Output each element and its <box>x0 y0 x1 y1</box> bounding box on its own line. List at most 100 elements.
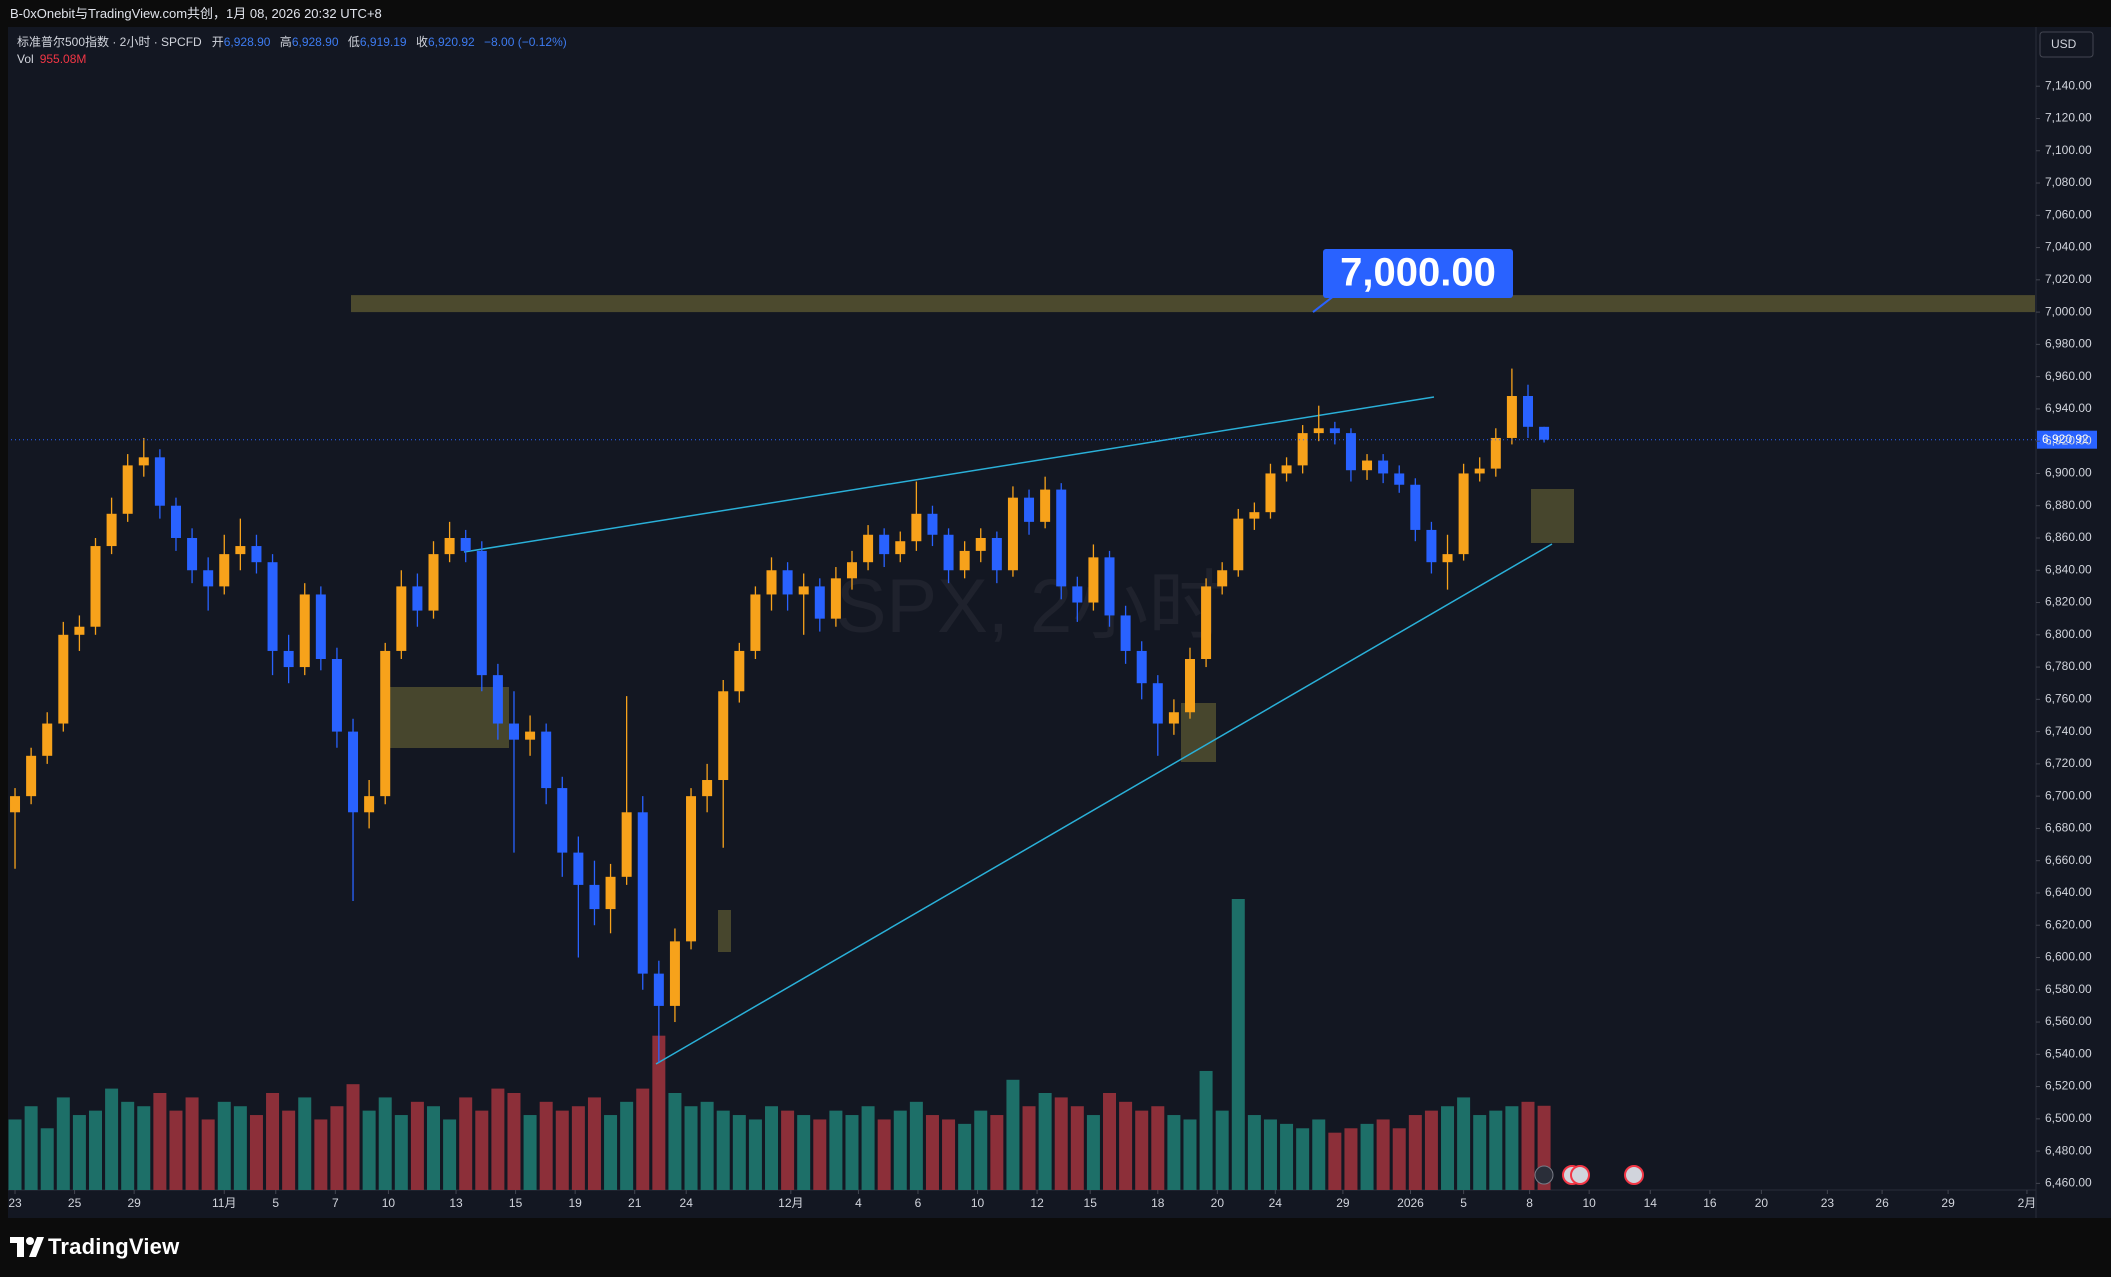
y-tick-label: 7,140.00 <box>2045 78 2092 92</box>
candle-body <box>734 650 745 692</box>
candle-body <box>927 513 938 535</box>
share-text: B-0xOnebit与TradingView.com共创，1月 08, 2026… <box>10 6 382 21</box>
y-tick-label: 6,620.00 <box>2045 917 2092 931</box>
volume-bar <box>748 1119 762 1190</box>
y-tick-label: 6,640.00 <box>2045 885 2092 899</box>
volume-bar <box>298 1097 312 1190</box>
volume-bar <box>282 1110 296 1190</box>
volume-bar <box>877 1119 891 1190</box>
volume-bar <box>137 1106 151 1190</box>
legend-label: 低 <box>347 35 360 49</box>
candle-body <box>1506 396 1517 438</box>
candle-body <box>1410 484 1421 530</box>
candle-body <box>991 537 1002 571</box>
volume-bar <box>523 1115 537 1190</box>
x-tick-label: 12月 <box>778 1196 803 1210</box>
y-tick-label: 6,800.00 <box>2045 627 2092 641</box>
candle-body <box>943 534 954 571</box>
volume-bar <box>1392 1128 1406 1190</box>
volume-bar <box>1038 1093 1052 1190</box>
candle-body <box>1345 433 1356 471</box>
legend-value: 6,920.92 <box>427 35 475 49</box>
volume-bar <box>587 1097 601 1190</box>
volume-bar <box>185 1097 199 1190</box>
volume-bar <box>1054 1097 1068 1190</box>
candle-body <box>589 884 600 910</box>
candle-body <box>476 550 487 676</box>
volume-bar <box>121 1101 135 1190</box>
x-tick-label: 25 <box>68 1196 82 1210</box>
candle-body <box>1394 473 1405 485</box>
currency-box[interactable] <box>2039 31 2094 58</box>
volume-bar <box>1280 1123 1294 1190</box>
candle-body <box>782 570 793 595</box>
x-tick-label: 20 <box>1755 1196 1769 1210</box>
volume-bar <box>1312 1119 1326 1190</box>
candle-body <box>42 723 53 756</box>
footer: TradingView <box>0 1218 2111 1277</box>
volume-bar <box>8 1119 22 1190</box>
x-tick-label: 29 <box>1336 1196 1350 1210</box>
x-tick-label: 16 <box>1703 1196 1717 1210</box>
candle-body <box>911 513 922 542</box>
candle-body <box>1104 557 1115 616</box>
volume-bar <box>1215 1110 1229 1190</box>
y-tick-label: 6,500.00 <box>2045 1111 2092 1125</box>
volume-bar <box>861 1106 875 1190</box>
brand-logo[interactable] <box>10 1235 46 1259</box>
y-tick-label: 6,980.00 <box>2045 337 2092 351</box>
event-icon[interactable] <box>1534 1165 1554 1185</box>
volume-bar <box>1441 1106 1455 1190</box>
event-icon[interactable] <box>1624 1165 1644 1185</box>
candle-body <box>1217 570 1228 587</box>
x-tick-label: 2月 <box>2018 1196 2037 1210</box>
candle-body <box>235 546 246 555</box>
candle-body <box>251 546 262 563</box>
x-tick-label: 10 <box>382 1196 396 1210</box>
candle-body <box>26 755 37 797</box>
candle-body <box>1072 586 1083 603</box>
volume-bar <box>1103 1093 1117 1190</box>
y-tick-label: 7,020.00 <box>2045 272 2092 286</box>
x-tick-label: 14 <box>1644 1196 1658 1210</box>
candle-body <box>1024 497 1035 522</box>
event-icon[interactable] <box>1570 1165 1590 1185</box>
candle-body <box>58 634 69 724</box>
volume-bar <box>716 1110 730 1190</box>
candle-body <box>1168 712 1179 724</box>
candle-body <box>1007 497 1018 571</box>
volume-bar <box>394 1115 408 1190</box>
volume-bar <box>1360 1123 1374 1190</box>
candle-body <box>1490 437 1501 469</box>
volume-bar <box>89 1110 103 1190</box>
legend-label: 高 <box>279 35 292 49</box>
candle-body <box>895 541 906 555</box>
x-tick-label: 11月 <box>212 1196 236 1210</box>
candle-body <box>380 650 391 797</box>
volume-bar <box>410 1101 424 1190</box>
candle-body <box>1056 489 1067 587</box>
candle-body <box>315 594 326 660</box>
candle-body <box>74 626 85 635</box>
volume-bar <box>40 1128 54 1190</box>
y-tick-label: 6,480.00 <box>2045 1143 2092 1157</box>
legend-change: −8.00 (−0.12%) <box>484 35 567 49</box>
volume-bar <box>636 1088 650 1190</box>
candle-body <box>348 731 359 813</box>
volume-bar <box>169 1110 183 1190</box>
candle-body <box>702 780 713 797</box>
volume-bar <box>266 1093 280 1190</box>
volume-bar <box>942 1119 956 1190</box>
resistance-zone <box>351 295 2035 313</box>
volume-bar <box>1070 1106 1084 1190</box>
volume-bar <box>845 1115 859 1190</box>
symbol-title: 标准普尔500指数 · 2小时 · SPCFD <box>17 35 202 49</box>
volume-bar <box>700 1101 714 1190</box>
candle-body <box>170 505 181 538</box>
candle-body <box>766 570 777 595</box>
brand-name[interactable]: TradingView <box>48 1234 180 1259</box>
candle-body <box>299 594 310 668</box>
candle-body <box>798 586 809 595</box>
volume-bar <box>781 1110 795 1190</box>
volume-bar <box>555 1110 569 1190</box>
